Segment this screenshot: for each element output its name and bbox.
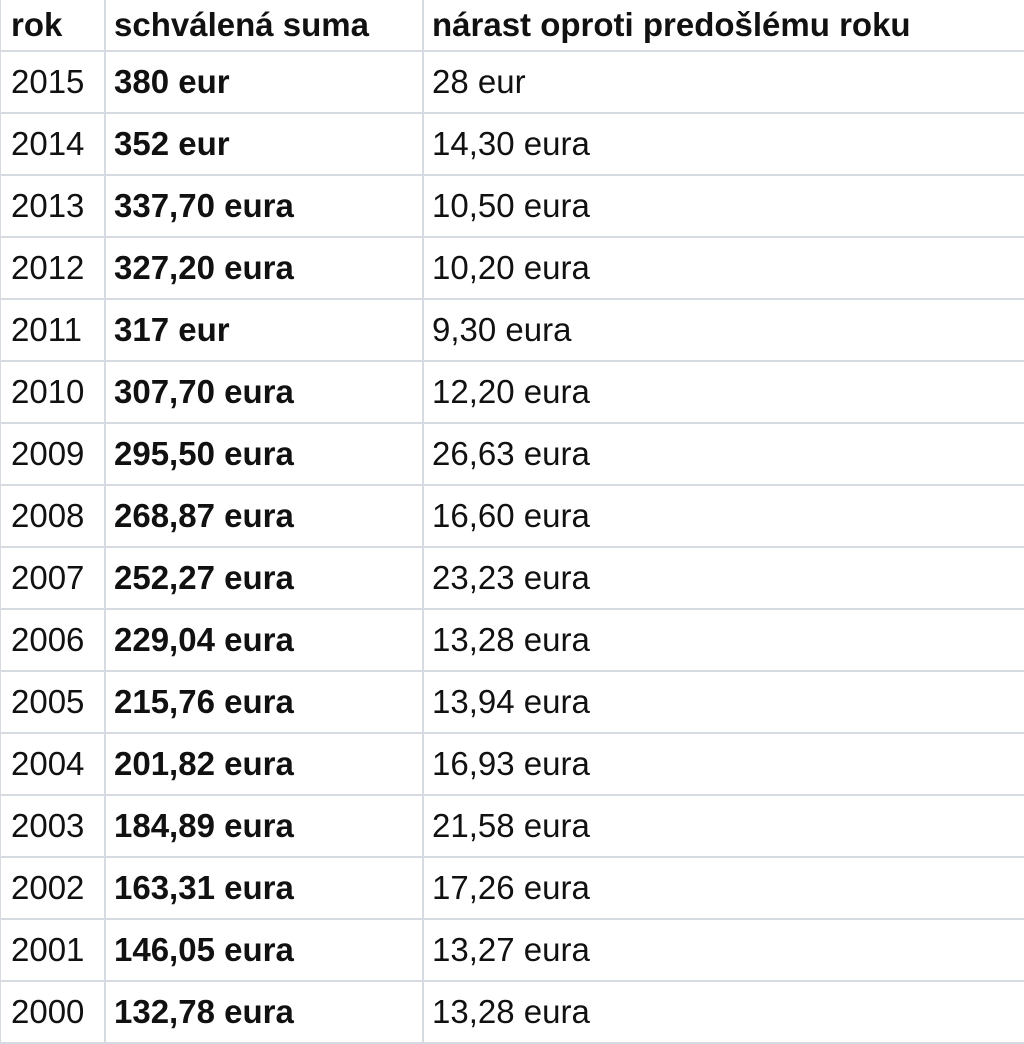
table-cell: 2015 bbox=[0, 50, 106, 114]
table-row: 2011 317 eur 9,30 eura bbox=[0, 298, 1024, 362]
table-cell: 2011 bbox=[0, 298, 106, 362]
header-cell: nárast oproti predošlému roku bbox=[422, 0, 1024, 52]
table-row: 2004 201,82 eura 16,93 eura bbox=[0, 732, 1024, 796]
table-cell: 28 eur bbox=[422, 50, 1024, 114]
table-cell: 2004 bbox=[0, 732, 106, 796]
table-cell: 132,78 eura bbox=[104, 980, 424, 1044]
table-cell: 2014 bbox=[0, 112, 106, 176]
table-row: 2003 184,89 eura 21,58 eura bbox=[0, 794, 1024, 858]
table-cell: 215,76 eura bbox=[104, 670, 424, 734]
table-row: 2005 215,76 eura 13,94 eura bbox=[0, 670, 1024, 734]
header-cell: rok bbox=[0, 0, 106, 52]
table-cell: 13,28 eura bbox=[422, 608, 1024, 672]
table-cell: 2000 bbox=[0, 980, 106, 1044]
table-cell: 2010 bbox=[0, 360, 106, 424]
table-cell: 352 eur bbox=[104, 112, 424, 176]
table-cell: 10,50 eura bbox=[422, 174, 1024, 238]
table-cell: 295,50 eura bbox=[104, 422, 424, 486]
table-cell: 327,20 eura bbox=[104, 236, 424, 300]
table-cell: 146,05 eura bbox=[104, 918, 424, 982]
table-cell: 10,20 eura bbox=[422, 236, 1024, 300]
table-cell: 23,23 eura bbox=[422, 546, 1024, 610]
table-cell: 13,28 eura bbox=[422, 980, 1024, 1044]
table-cell: 380 eur bbox=[104, 50, 424, 114]
table-row: 2001 146,05 eura 13,27 eura bbox=[0, 918, 1024, 982]
table-row: 2014 352 eur 14,30 eura bbox=[0, 112, 1024, 176]
header-cell: schválená suma bbox=[104, 0, 424, 52]
table-row: 2007 252,27 eura 23,23 eura bbox=[0, 546, 1024, 610]
table-cell: 2009 bbox=[0, 422, 106, 486]
table-row: 2010 307,70 eura 12,20 eura bbox=[0, 360, 1024, 424]
table-cell: 268,87 eura bbox=[104, 484, 424, 548]
header-row: rok schválená suma nárast oproti predošlém… bbox=[0, 0, 1024, 52]
table-cell: 9,30 eura bbox=[422, 298, 1024, 362]
table-cell: 2006 bbox=[0, 608, 106, 672]
table-cell: 14,30 eura bbox=[422, 112, 1024, 176]
table-cell: 13,27 eura bbox=[422, 918, 1024, 982]
table-cell: 2012 bbox=[0, 236, 106, 300]
table-row: 2006 229,04 eura 13,28 eura bbox=[0, 608, 1024, 672]
table-row: 2013 337,70 eura 10,50 eura bbox=[0, 174, 1024, 238]
table-cell: 307,70 eura bbox=[104, 360, 424, 424]
table-row: 2015 380 eur 28 eur bbox=[0, 50, 1024, 114]
table-cell: 2001 bbox=[0, 918, 106, 982]
table-cell: 2002 bbox=[0, 856, 106, 920]
table-row: 2012 327,20 eura 10,20 eura bbox=[0, 236, 1024, 300]
table-cell: 2007 bbox=[0, 546, 106, 610]
table-row: 2002 163,31 eura 17,26 eura bbox=[0, 856, 1024, 920]
table-cell: 2013 bbox=[0, 174, 106, 238]
table-cell: 2008 bbox=[0, 484, 106, 548]
table-cell: 163,31 eura bbox=[104, 856, 424, 920]
table-cell: 201,82 eura bbox=[104, 732, 424, 796]
table-cell: 252,27 eura bbox=[104, 546, 424, 610]
table-row: 2008 268,87 eura 16,60 eura bbox=[0, 484, 1024, 548]
table-cell: 16,60 eura bbox=[422, 484, 1024, 548]
table-cell: 184,89 eura bbox=[104, 794, 424, 858]
table-cell: 26,63 eura bbox=[422, 422, 1024, 486]
table-cell: 337,70 eura bbox=[104, 174, 424, 238]
table-cell: 229,04 eura bbox=[104, 608, 424, 672]
table-cell: 2005 bbox=[0, 670, 106, 734]
table-cell: 17,26 eura bbox=[422, 856, 1024, 920]
table-cell: 16,93 eura bbox=[422, 732, 1024, 796]
table-cell: 21,58 eura bbox=[422, 794, 1024, 858]
table-cell: 2003 bbox=[0, 794, 106, 858]
table-row: 2000 132,78 eura 13,28 eura bbox=[0, 980, 1024, 1044]
table-row: 2009 295,50 eura 26,63 eura bbox=[0, 422, 1024, 486]
table-cell: 12,20 eura bbox=[422, 360, 1024, 424]
table-cell: 317 eur bbox=[104, 298, 424, 362]
table-cell: 13,94 eura bbox=[422, 670, 1024, 734]
